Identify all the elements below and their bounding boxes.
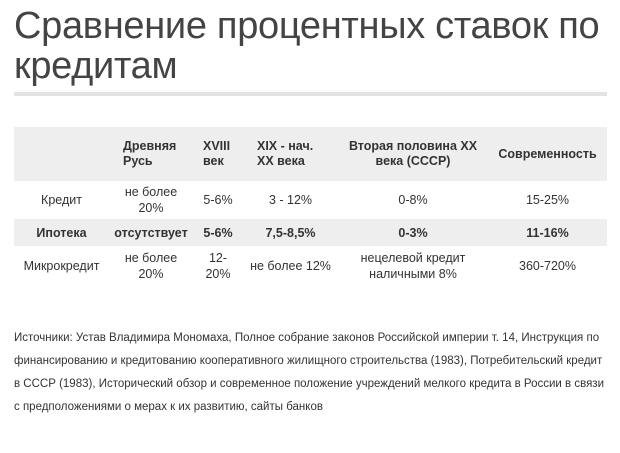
table-row-credit: Кредит не более 20% 5-6% 3 - 12% 0-8% 15… xyxy=(14,181,607,219)
table-cell: 3 - 12% xyxy=(243,181,338,219)
title-divider xyxy=(14,92,607,96)
header-cell-19th-early-20th-century: XIX - нач. XX века xyxy=(243,127,338,181)
table-cell: не более 20% xyxy=(109,246,193,286)
table-row-mortgage: Ипотека отсутствует 5-6% 7,5-8,5% 0-3% 1… xyxy=(14,219,607,246)
table-cell: 5-6% xyxy=(193,219,243,246)
row-label: Кредит xyxy=(14,181,109,219)
table-row-microcredit: Микрокредит не более 20% 12-20% не более… xyxy=(14,246,607,286)
table-cell: 0-8% xyxy=(338,181,488,219)
page-title: Сравнение процентных ставок по кредитам xyxy=(14,5,600,87)
table-cell: 15-25% xyxy=(488,181,607,219)
table-cell: 360-720% xyxy=(488,246,607,286)
row-label: Микрокредит xyxy=(14,246,109,286)
sources-note: Источники: Устав Владимира Мономаха, Пол… xyxy=(14,332,604,413)
header-cell-modern-times: Современность xyxy=(488,127,607,181)
header-cell-second-half-20th-century: Вторая половина XX века (СССР) xyxy=(338,127,488,181)
row-label: Ипотека xyxy=(14,219,109,246)
header-cell-empty xyxy=(14,127,109,181)
table-cell: 11-16% xyxy=(488,219,607,246)
table-cell: не более 20% xyxy=(109,181,193,219)
interest-rates-table: Древняя Русь XVIII век XIX - нач. XX век… xyxy=(14,127,607,286)
table-header-row: Древняя Русь XVIII век XIX - нач. XX век… xyxy=(14,127,607,181)
header-cell-18th-century: XVIII век xyxy=(193,127,243,181)
table-cell: 7,5-8,5% xyxy=(243,219,338,246)
table-cell: 12-20% xyxy=(193,246,243,286)
table-cell: нецелевой кредит наличными 8% xyxy=(338,246,488,286)
table-cell: отсутствует xyxy=(109,219,193,246)
table-cell: 0-3% xyxy=(338,219,488,246)
header-cell-ancient-rus: Древняя Русь xyxy=(109,127,193,181)
table-cell: не более 12% xyxy=(243,246,338,286)
table-cell: 5-6% xyxy=(193,181,243,219)
